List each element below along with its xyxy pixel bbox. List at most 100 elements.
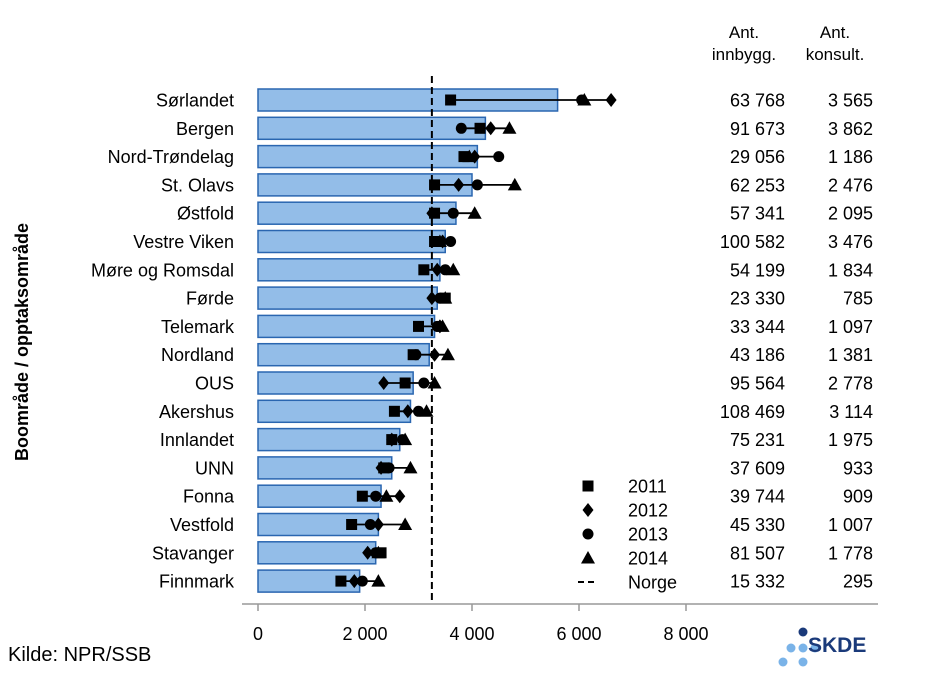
legend-marker-2012 xyxy=(582,503,594,517)
x-tick-label: 8 000 xyxy=(663,624,708,644)
logo-text: SKDE xyxy=(808,634,867,657)
marker-2014 xyxy=(432,234,447,247)
category-label: Nord-Trøndelag xyxy=(108,147,234,167)
bar xyxy=(257,201,457,225)
innbygg-value: 100 582 xyxy=(720,232,785,252)
legend-marker-2013 xyxy=(582,528,594,540)
bar xyxy=(257,342,430,367)
innbygg-value: 108 469 xyxy=(720,402,785,422)
marker-2014 xyxy=(440,347,455,361)
marker-2014 xyxy=(403,460,418,474)
konsult-value: 2 778 xyxy=(828,374,873,394)
marker-2014 xyxy=(379,489,394,502)
x-tick-label: 0 xyxy=(253,624,263,644)
category-label: Sørlandet xyxy=(156,91,234,111)
marker-2012 xyxy=(431,262,443,277)
marker-2012 xyxy=(372,517,384,532)
category-label: UNN xyxy=(195,458,234,478)
marker-2012 xyxy=(453,177,465,192)
logo-dot-icon xyxy=(798,657,808,667)
innbygg-value: 39 744 xyxy=(730,487,785,507)
marker-2014 xyxy=(462,149,477,163)
x-tick-label: 4 000 xyxy=(449,624,494,644)
marker-2014 xyxy=(371,574,386,587)
legend-label: 2012 xyxy=(628,501,668,521)
marker-2014 xyxy=(427,376,442,389)
legend-label: 2013 xyxy=(628,525,668,545)
innbygg-value: 95 564 xyxy=(730,374,785,394)
marker-2014 xyxy=(577,93,592,106)
marker-2014 xyxy=(419,404,434,417)
category-label: OUS xyxy=(195,374,234,394)
category-label: Innlandet xyxy=(160,430,234,450)
konsult-value: 1 381 xyxy=(828,345,873,365)
bar xyxy=(257,399,412,424)
marker-2011 xyxy=(429,236,441,247)
innbygg-value: 37 609 xyxy=(730,458,785,478)
innbygg-value: 75 231 xyxy=(730,430,785,450)
legend-label: 2011 xyxy=(628,477,667,497)
konsult-value: 933 xyxy=(843,458,873,478)
innbygg-value: 57 341 xyxy=(730,204,785,224)
innbygg-value: 43 186 xyxy=(730,345,785,365)
marker-2014 xyxy=(435,319,450,332)
marker-2013 xyxy=(455,122,467,134)
marker-2014 xyxy=(502,121,517,134)
marker-2011 xyxy=(458,151,470,163)
bar xyxy=(257,541,377,565)
bar xyxy=(257,314,436,339)
marker-2013 xyxy=(356,575,368,587)
marker-2013 xyxy=(445,236,457,247)
marker-2012 xyxy=(605,93,617,107)
konsult-value: 3 476 xyxy=(828,232,873,252)
marker-2012 xyxy=(375,460,387,475)
konsult-value: 3 565 xyxy=(828,91,873,111)
bar xyxy=(257,258,441,282)
marker-2011 xyxy=(445,94,457,106)
bar xyxy=(257,427,401,452)
logo-dot-icon xyxy=(786,643,796,653)
logo-dot-icon xyxy=(798,643,808,653)
bar xyxy=(257,229,446,254)
logo-dot-icon xyxy=(798,627,808,637)
category-label: Finnmark xyxy=(159,572,235,592)
konsult-value: 295 xyxy=(843,572,873,592)
marker-2014 xyxy=(438,291,453,304)
marker-2012 xyxy=(378,376,390,390)
marker-2013 xyxy=(471,179,483,191)
konsult-value: 2 095 xyxy=(828,204,873,224)
source-note: Kilde: NPR/SSB xyxy=(8,644,152,666)
marker-2013 xyxy=(493,151,505,163)
legend-label: 2014 xyxy=(628,549,668,569)
marker-2014 xyxy=(507,177,522,191)
konsult-value: 1 834 xyxy=(828,260,873,280)
marker-2012 xyxy=(426,206,438,221)
marker-2012 xyxy=(394,489,406,504)
marker-2011 xyxy=(356,490,368,502)
category-label: Nordland xyxy=(161,345,234,365)
konsult-value: 2 476 xyxy=(828,175,873,195)
bar xyxy=(257,116,487,141)
marker-2011 xyxy=(335,575,347,587)
konsult-value: 1 007 xyxy=(828,515,873,535)
category-label: St. Olavs xyxy=(161,175,234,195)
category-label: Møre og Romsdal xyxy=(91,260,234,280)
innbygg-value: 23 330 xyxy=(730,289,785,309)
x-tick-label: 6 000 xyxy=(556,624,601,644)
innbygg-value: 63 768 xyxy=(730,91,785,111)
column-header-innbygg: Ant. innbygg. xyxy=(711,23,777,64)
marker-2012 xyxy=(429,347,441,362)
column-header-konsult: Ant. konsult. xyxy=(805,23,865,64)
category-label: Vestre Viken xyxy=(133,232,234,252)
category-label: Førde xyxy=(186,289,234,309)
marker-2014 xyxy=(467,206,482,219)
konsult-value: 3 862 xyxy=(828,119,873,139)
marker-2012 xyxy=(348,574,360,589)
y-axis-label: Boområde / opptaksområde xyxy=(12,223,32,461)
marker-2012 xyxy=(485,121,497,136)
category-label: Akershus xyxy=(159,402,234,422)
category-label: Stavanger xyxy=(152,543,234,563)
marker-2011 xyxy=(429,179,441,191)
legend-label: Norge xyxy=(628,573,677,593)
